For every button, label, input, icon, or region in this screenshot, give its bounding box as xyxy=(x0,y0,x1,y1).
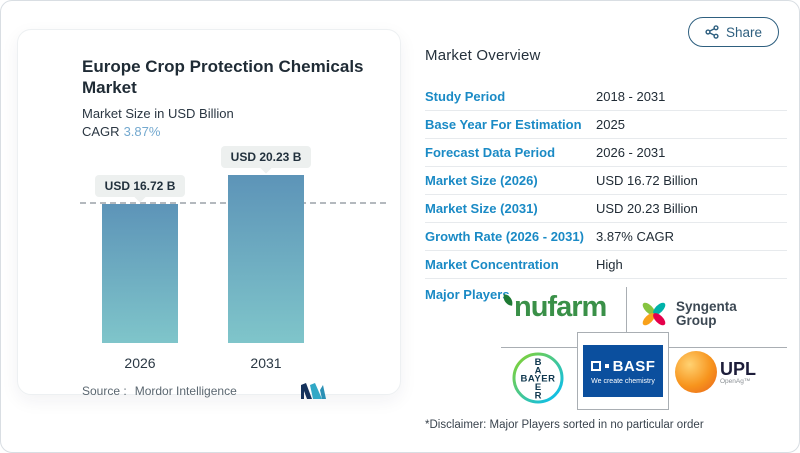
syngenta-wordmark: Syngenta Group xyxy=(676,298,737,328)
basf-wordmark: BASF xyxy=(612,357,656,375)
panel-heading: Market Overview xyxy=(425,47,541,64)
share-icon xyxy=(705,25,719,39)
cagr-label: CAGR xyxy=(82,123,120,139)
x-tick-2031: 2031 xyxy=(250,354,282,371)
table-row-base-year: Base Year For Estimation 2025 xyxy=(425,111,787,139)
basf-logo: BASF We create chemistry xyxy=(577,332,669,410)
row-value: 2026 - 2031 xyxy=(596,145,666,160)
table-row-study-period: Study Period 2018 - 2031 xyxy=(425,83,787,111)
major-players-label: Major Players xyxy=(425,287,510,302)
row-value: 2025 xyxy=(596,117,625,132)
share-label: Share xyxy=(725,24,762,40)
syngenta-logo: Syngenta Group xyxy=(637,297,737,331)
table-row-forecast-period: Forecast Data Period 2026 - 2031 xyxy=(425,139,787,167)
svg-text:E: E xyxy=(535,382,541,393)
row-label: Growth Rate (2026 - 2031) xyxy=(425,229,584,244)
bayer-logo: BAYER B A E R xyxy=(511,351,565,410)
svg-text:A: A xyxy=(535,366,542,377)
row-value: High xyxy=(596,257,623,272)
source-label: Source : xyxy=(82,384,127,398)
major-players-section: Major Players nufarm xyxy=(425,287,787,412)
nufarm-wordmark: nufarm xyxy=(514,291,607,323)
disclaimer-text: *Disclaimer: Major Players sorted in no … xyxy=(425,419,704,431)
row-label: Base Year For Estimation xyxy=(425,117,582,132)
upl-openag-label: OpenAg™ xyxy=(720,377,751,385)
pill-caret xyxy=(260,161,272,174)
syngenta-petals-icon xyxy=(637,297,671,331)
bar-2031 xyxy=(228,174,304,343)
market-chart-card: Europe Crop Protection Chemicals Market … xyxy=(17,29,401,399)
chart-subtitle: Market Size in USD Billion xyxy=(82,105,234,121)
row-label: Market Size (2031) xyxy=(425,201,538,216)
pill-caret xyxy=(134,190,146,203)
bar-group-2026: USD 16.72 B 2026 xyxy=(94,174,186,371)
x-tick-2026: 2026 xyxy=(124,354,156,371)
upl-wordmark: UPL xyxy=(720,358,756,379)
chart-title: Europe Crop Protection Chemicals Market xyxy=(82,57,364,98)
bar-value-label: USD 20.23 B xyxy=(220,145,312,174)
market-overview-panel: Market Overview Study Period 2018 - 2031… xyxy=(425,47,787,431)
cagr-value: 3.87% xyxy=(123,123,161,139)
svg-text:BAYER: BAYER xyxy=(521,374,556,385)
cagr-line: CAGR 3.87% xyxy=(82,124,382,139)
basf-dot-icon xyxy=(604,364,609,368)
table-row-growth-rate: Growth Rate (2026 - 2031) 3.87% CAGR xyxy=(425,223,787,251)
mordor-intelligence-logo xyxy=(300,382,327,400)
row-value: 3.87% CAGR xyxy=(596,229,675,244)
source-row: Source : Mordor Intelligence xyxy=(82,382,382,400)
row-label: Market Size (2026) xyxy=(425,173,538,188)
basf-tagline: We create chemistry xyxy=(591,377,655,385)
basf-square-icon xyxy=(590,361,601,371)
players-divider-vertical xyxy=(626,287,627,337)
row-label: Market Concentration xyxy=(425,257,559,272)
nufarm-leaf-icon xyxy=(502,294,514,306)
row-value: USD 20.23 Billion xyxy=(596,201,698,216)
bar-chart: USD 16.72 B 2026 USD 20.23 B 2031 xyxy=(80,145,386,371)
overview-table: Study Period 2018 - 2031 Base Year For E… xyxy=(425,83,787,279)
row-value: 2018 - 2031 xyxy=(596,89,666,104)
row-value: USD 16.72 Billion xyxy=(596,173,698,188)
row-label: Study Period xyxy=(425,89,506,104)
upl-logo: UPL OpenAg™ xyxy=(675,351,756,393)
bar-value-label: USD 16.72 B xyxy=(94,174,186,203)
table-row-market-concentration: Market Concentration High xyxy=(425,251,787,279)
row-label: Forecast Data Period xyxy=(425,145,556,160)
svg-text:R: R xyxy=(535,391,542,402)
bar-group-2031: USD 20.23 B 2031 xyxy=(220,145,312,371)
upl-sphere-icon xyxy=(675,351,717,393)
major-players-logos: nufarm Syngenta Group xyxy=(425,287,787,412)
table-row-market-size-2031: Market Size (2031) USD 20.23 Billion xyxy=(425,195,787,223)
svg-text:B: B xyxy=(535,357,542,368)
source-value: Mordor Intelligence xyxy=(134,384,237,398)
share-button[interactable]: Share xyxy=(687,17,779,47)
table-row-market-size-2026: Market Size (2026) USD 16.72 Billion xyxy=(425,167,787,195)
bar-2026 xyxy=(102,203,178,343)
bars-area: USD 16.72 B 2026 USD 20.23 B 2031 xyxy=(82,145,382,371)
nufarm-logo: nufarm xyxy=(502,291,607,323)
basf-rectangle: BASF We create chemistry xyxy=(583,345,663,397)
